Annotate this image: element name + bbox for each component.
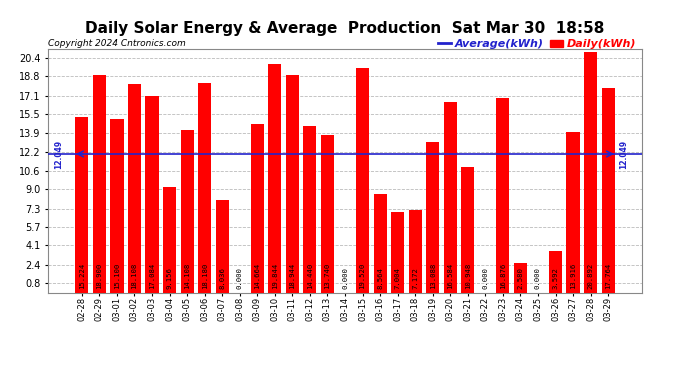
Text: 0.000: 0.000 (535, 267, 541, 289)
Bar (286, 75, 299, 292)
Text: 10.948: 10.948 (465, 263, 471, 289)
Bar (356, 68, 369, 292)
Text: 7.172: 7.172 (412, 267, 418, 289)
Text: 13.088: 13.088 (430, 263, 435, 289)
Text: 16.876: 16.876 (500, 263, 506, 289)
Text: 18.108: 18.108 (132, 263, 137, 289)
Text: 18.900: 18.900 (97, 263, 102, 289)
Bar (146, 96, 159, 292)
Text: 15.224: 15.224 (79, 263, 85, 289)
Text: Daily Solar Energy & Average  Production  Sat Mar 30  18:58: Daily Solar Energy & Average Production … (86, 21, 604, 36)
Text: 9.156: 9.156 (166, 267, 172, 289)
Text: 3.592: 3.592 (553, 267, 558, 289)
Bar (181, 130, 194, 292)
Bar (75, 117, 88, 292)
Bar (321, 135, 334, 292)
Bar (461, 166, 475, 292)
Bar (128, 84, 141, 292)
Bar (110, 119, 124, 292)
Text: 17.764: 17.764 (605, 263, 611, 289)
Bar (215, 200, 229, 292)
Text: 19.844: 19.844 (272, 263, 278, 289)
Text: 18.180: 18.180 (201, 263, 208, 289)
Text: 2.580: 2.580 (518, 267, 524, 289)
Text: 19.520: 19.520 (359, 263, 366, 289)
Text: 13.740: 13.740 (324, 263, 331, 289)
Text: 0.000: 0.000 (482, 267, 489, 289)
Text: 8.036: 8.036 (219, 267, 225, 289)
Text: 18.944: 18.944 (289, 263, 295, 289)
Text: 12.049: 12.049 (620, 140, 629, 168)
Text: 14.108: 14.108 (184, 263, 190, 289)
Text: 8.564: 8.564 (377, 267, 383, 289)
Text: 13.916: 13.916 (570, 263, 576, 289)
Text: Copyright 2024 Cntronics.com: Copyright 2024 Cntronics.com (48, 39, 186, 48)
Bar (250, 124, 264, 292)
Text: 15.100: 15.100 (114, 263, 120, 289)
Text: 0.000: 0.000 (237, 267, 243, 289)
Text: 12.049: 12.049 (55, 140, 63, 168)
Text: 7.004: 7.004 (395, 267, 401, 289)
Bar (444, 102, 457, 292)
Bar (198, 84, 211, 292)
Bar (549, 251, 562, 292)
Bar (602, 88, 615, 292)
Bar (496, 99, 509, 292)
Bar (584, 52, 597, 292)
Text: 20.892: 20.892 (588, 263, 593, 289)
Bar (268, 64, 282, 292)
Bar (426, 142, 440, 292)
Bar (304, 126, 317, 292)
Bar (163, 187, 176, 292)
Text: 17.084: 17.084 (149, 263, 155, 289)
Legend: Average(kWh), Daily(kWh): Average(kWh), Daily(kWh) (437, 39, 636, 49)
Text: 0.000: 0.000 (342, 267, 348, 289)
Bar (566, 132, 580, 292)
Bar (93, 75, 106, 292)
Bar (391, 212, 404, 292)
Bar (408, 210, 422, 292)
Text: 14.440: 14.440 (307, 263, 313, 289)
Text: 16.584: 16.584 (447, 263, 453, 289)
Bar (373, 194, 386, 292)
Text: 14.664: 14.664 (255, 263, 260, 289)
Bar (514, 263, 527, 292)
